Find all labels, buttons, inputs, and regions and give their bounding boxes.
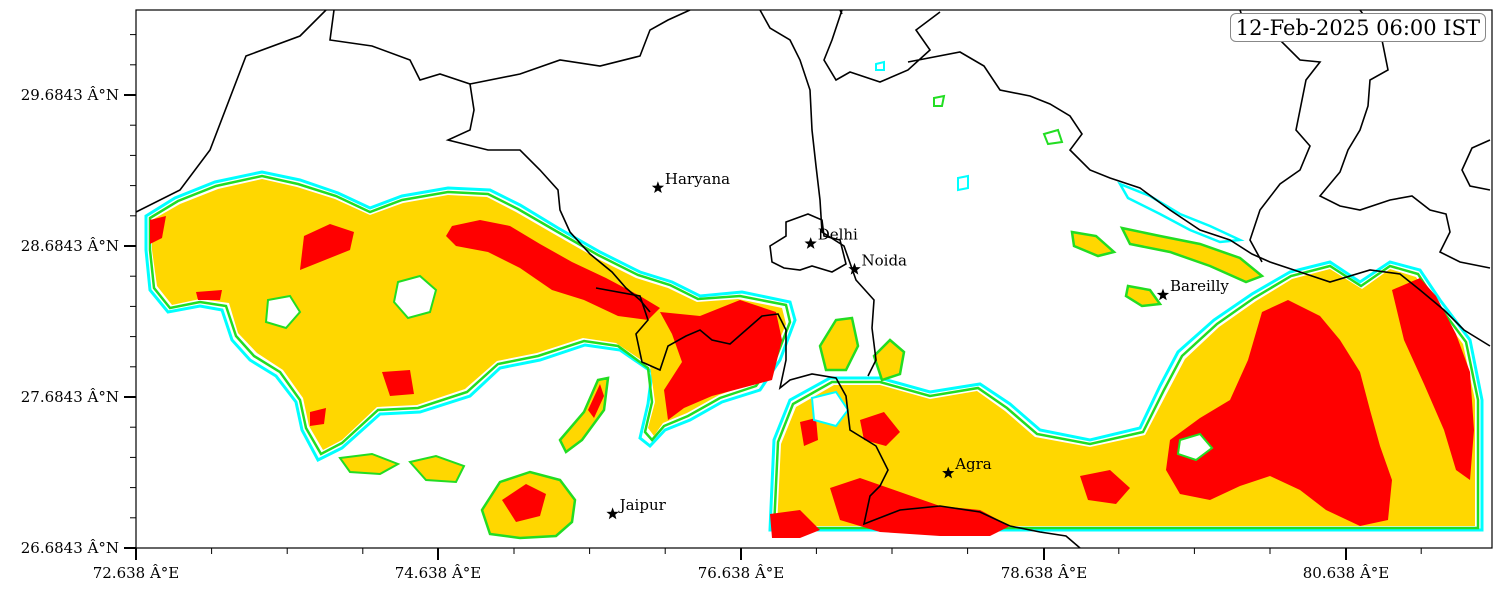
field-west-hole-1 <box>392 274 438 320</box>
city-marker-haryana-star-icon <box>651 181 665 193</box>
boundary-delhi <box>769 213 847 273</box>
field-east-high-3 <box>830 478 1010 536</box>
city-marker-noida-star-icon <box>848 262 861 275</box>
field-west-high-3 <box>300 224 354 270</box>
x-axis: 72.638 Â°E 74.638 Â°E 76.638 Â°E 78.638 … <box>93 548 1422 582</box>
field-ne-streak-4 <box>1124 284 1163 308</box>
boundary-haryana-rajasthan <box>595 287 1081 548</box>
field-c-patch-5 <box>933 94 946 107</box>
field-c-patch-2 <box>872 338 906 382</box>
x-tick-label: 76.638 Â°E <box>698 564 785 582</box>
city-marker-bareilly-star-icon <box>1156 288 1170 301</box>
field-west <box>144 170 797 462</box>
x-tick-label: 74.638 Â°E <box>395 564 482 582</box>
y-tick-label: 27.6843 Â°N <box>21 388 119 406</box>
field-northeast <box>1070 181 1265 308</box>
y-tick-label: 26.6843 Â°N <box>21 539 119 557</box>
field-c-patch-4 <box>875 60 885 71</box>
y-tick-label: 29.6843 Â°N <box>21 86 119 104</box>
field-west-high-5 <box>196 290 222 300</box>
boundary-north-hp <box>839 10 843 15</box>
field-east-high-1 <box>1166 300 1392 526</box>
field-west-high-2 <box>660 300 782 420</box>
city-label-jaipur: Jaipur <box>618 496 667 514</box>
boundary-rajasthan-north <box>136 10 327 213</box>
field-west-high-1 <box>446 220 660 320</box>
city-label-noida: Noida <box>862 251 908 269</box>
x-tick-label: 78.638 Â°E <box>1001 564 1088 582</box>
field-dots-mid-2 <box>338 452 401 476</box>
boundary-haryana-up <box>759 10 877 377</box>
plot-frame <box>135 9 1493 549</box>
field-east-high-6 <box>1080 470 1130 504</box>
field-west-hole-2 <box>264 294 302 330</box>
field-west-high-7 <box>310 408 326 426</box>
field-c-patch-3 <box>1042 128 1064 146</box>
boundary-nepal-2 <box>1318 10 1491 269</box>
boundaries <box>136 10 1491 548</box>
field-c-patch-1 <box>818 316 860 372</box>
field-south-west <box>338 376 610 540</box>
field-east-hole-2 <box>1176 432 1214 462</box>
city-label-haryana: Haryana <box>665 170 730 188</box>
boundary-uttarakhand <box>823 10 1491 347</box>
field-west-outer <box>144 170 797 462</box>
boundary-nepal-1 <box>1239 10 1322 263</box>
field-east-high-2 <box>1392 278 1474 480</box>
field-east <box>768 260 1484 538</box>
y-axis: 29.6843 Â°N 28.6843 Â°N 27.6843 Â°N 26.6… <box>21 34 136 557</box>
field-central <box>818 60 1064 382</box>
field-west-edge <box>148 174 792 456</box>
field-streak-high <box>588 384 604 418</box>
boundary-punjab-haryana <box>329 10 651 313</box>
x-tick-label: 72.638 Â°E <box>93 564 180 582</box>
boundary-hp <box>469 10 691 85</box>
y-tick-label: 28.6843 Â°N <box>21 237 119 255</box>
field-ne-streak-3 <box>1117 181 1245 244</box>
timestamp-label: 12-Feb-2025 06:00 IST <box>1229 13 1486 42</box>
city-marker-delhi-star-icon <box>804 237 817 249</box>
y-minor-ticks <box>130 34 136 519</box>
boundary-nepal-3 <box>1461 139 1491 191</box>
field-ne-streak-2 <box>1070 230 1117 258</box>
field-c-patch-6 <box>957 174 969 192</box>
field-east-hole-1 <box>810 390 850 428</box>
city-marker-agra-star-icon <box>942 466 955 479</box>
city-label-bareilly: Bareilly <box>1170 277 1229 295</box>
x-minor-ticks <box>211 548 1422 554</box>
field-east-high-7 <box>800 418 818 446</box>
field-east-outer <box>768 260 1484 532</box>
field-east-high-5 <box>860 412 900 446</box>
field-ne-streak-1 <box>1119 226 1265 284</box>
field-west-high-6 <box>382 370 414 396</box>
city-marker-jaipur-star-icon <box>606 507 619 520</box>
field-west-high-4 <box>150 216 166 244</box>
field-jaipur-high <box>502 484 546 522</box>
field-east-high-4 <box>770 510 820 538</box>
x-tick-label: 80.638 Â°E <box>1303 564 1390 582</box>
field-dots-mid <box>408 454 466 484</box>
city-label-agra: Agra <box>954 455 992 473</box>
field-west-mid <box>152 179 786 450</box>
city-label-delhi: Delhi <box>818 226 858 244</box>
